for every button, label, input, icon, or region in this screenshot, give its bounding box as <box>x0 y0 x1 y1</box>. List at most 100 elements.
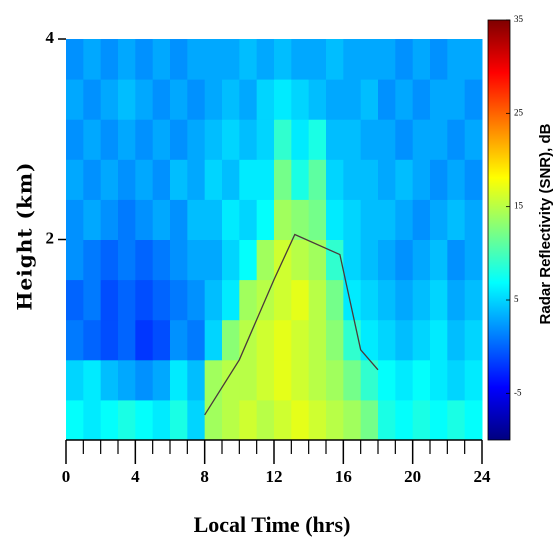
heatmap-cell <box>118 79 136 120</box>
heatmap-cell <box>378 39 396 80</box>
heatmap-cell <box>239 159 258 200</box>
heatmap-cell <box>274 359 292 401</box>
heatmap-cell <box>430 119 448 160</box>
heatmap-cell <box>291 239 310 281</box>
heatmap-cell <box>239 279 258 321</box>
heatmap-cell <box>447 239 466 281</box>
heatmap-cell <box>360 79 379 120</box>
heatmap-cell <box>152 399 171 441</box>
heatmap-cell <box>170 119 188 160</box>
heatmap-cell <box>256 319 275 361</box>
heatmap-cell <box>412 79 431 120</box>
heatmap-cell <box>256 359 275 401</box>
heatmap-cell <box>152 39 171 80</box>
heatmap-cell <box>360 359 379 401</box>
x-tick-label: 16 <box>335 467 352 486</box>
heatmap-cell <box>395 359 414 401</box>
heatmap-cell <box>83 279 102 321</box>
colorbar-tick-label: 25 <box>514 107 524 117</box>
heatmap-cell <box>170 159 188 200</box>
heatmap-cell <box>239 239 258 281</box>
heatmap-cell <box>464 79 483 120</box>
heatmap-cell <box>412 319 431 361</box>
heatmap-cell <box>100 199 119 241</box>
heatmap-cell <box>395 199 414 241</box>
y-tick-label: 2 <box>46 228 55 247</box>
heatmap-cell <box>100 359 119 401</box>
heatmap-cell <box>239 39 258 80</box>
heatmap-cell <box>187 119 206 160</box>
heatmap-cell <box>343 359 362 401</box>
heatmap-cell <box>222 279 240 321</box>
heatmap-cell <box>464 399 483 441</box>
heatmap-cell <box>256 159 275 200</box>
heatmap-cell <box>118 319 136 361</box>
heatmap-cell <box>135 119 154 160</box>
heatmap-cell <box>412 39 431 80</box>
y-tick-label: 4 <box>46 28 55 47</box>
heatmap-cell <box>100 319 119 361</box>
heatmap-cell <box>360 39 379 80</box>
heatmap-cell <box>308 199 327 241</box>
heatmap-cell <box>100 119 119 160</box>
heatmap-cell <box>204 239 223 281</box>
heatmap-cell <box>256 399 275 441</box>
heatmap-cell <box>430 279 448 321</box>
heatmap-cell <box>66 39 84 80</box>
heatmap-cell <box>378 319 396 361</box>
heatmap-cell <box>83 199 102 241</box>
heatmap-cell <box>378 399 396 441</box>
heatmap-cell <box>135 79 154 120</box>
heatmap-cell <box>152 199 171 241</box>
x-axis-label: Local Time (hrs) <box>194 512 351 537</box>
heatmap-cell <box>256 199 275 241</box>
heatmap-cell <box>430 79 448 120</box>
heatmap-cell <box>326 119 344 160</box>
heatmap-cell <box>118 399 136 441</box>
heatmap-cell <box>222 359 240 401</box>
heatmap-cell <box>360 319 379 361</box>
heatmap-cell <box>187 319 206 361</box>
heatmap-cell <box>152 239 171 281</box>
heatmap-cell <box>395 319 414 361</box>
heatmap-cell <box>66 159 84 200</box>
colorbar-tick-label: 35 <box>514 14 524 24</box>
heatmap-cell <box>308 399 327 441</box>
heatmap-cell <box>222 319 240 361</box>
heatmap-cell <box>187 199 206 241</box>
heatmap-cell <box>326 39 344 80</box>
heatmap-cell <box>239 199 258 241</box>
heatmap-cell <box>412 399 431 441</box>
heatmap-cell <box>100 279 119 321</box>
heatmap-cell <box>343 239 362 281</box>
heatmap-cell <box>447 79 466 120</box>
x-tick-label: 4 <box>131 467 140 486</box>
heatmap-cell <box>308 279 327 321</box>
heatmap-cell <box>239 399 258 441</box>
heatmap-cell <box>343 119 362 160</box>
x-tick-label: 20 <box>404 467 421 486</box>
heatmap-cell <box>66 399 84 441</box>
x-tick-label: 8 <box>200 467 209 486</box>
heatmap-cell <box>135 279 154 321</box>
heatmap-cell <box>83 119 102 160</box>
heatmap-cell <box>222 239 240 281</box>
heatmap-cell <box>83 159 102 200</box>
heatmap-cell <box>430 159 448 200</box>
overlay-line <box>204 233 379 416</box>
heatmap-cell <box>274 399 292 441</box>
heatmap-cell <box>222 159 240 200</box>
heatmap-cell <box>447 199 466 241</box>
heatmap-cell <box>395 239 414 281</box>
heatmap-cell <box>187 239 206 281</box>
heatmap-cell <box>412 119 431 160</box>
heatmap-cell <box>204 399 223 441</box>
heatmap-cell <box>291 359 310 401</box>
heatmap-cell <box>170 359 188 401</box>
heatmap-cell <box>291 79 310 120</box>
heatmap-cell <box>187 399 206 441</box>
heatmap-cell <box>256 119 275 160</box>
heatmap-cell <box>412 239 431 281</box>
heatmap-cell <box>222 39 240 80</box>
heatmap-cell <box>222 79 240 120</box>
